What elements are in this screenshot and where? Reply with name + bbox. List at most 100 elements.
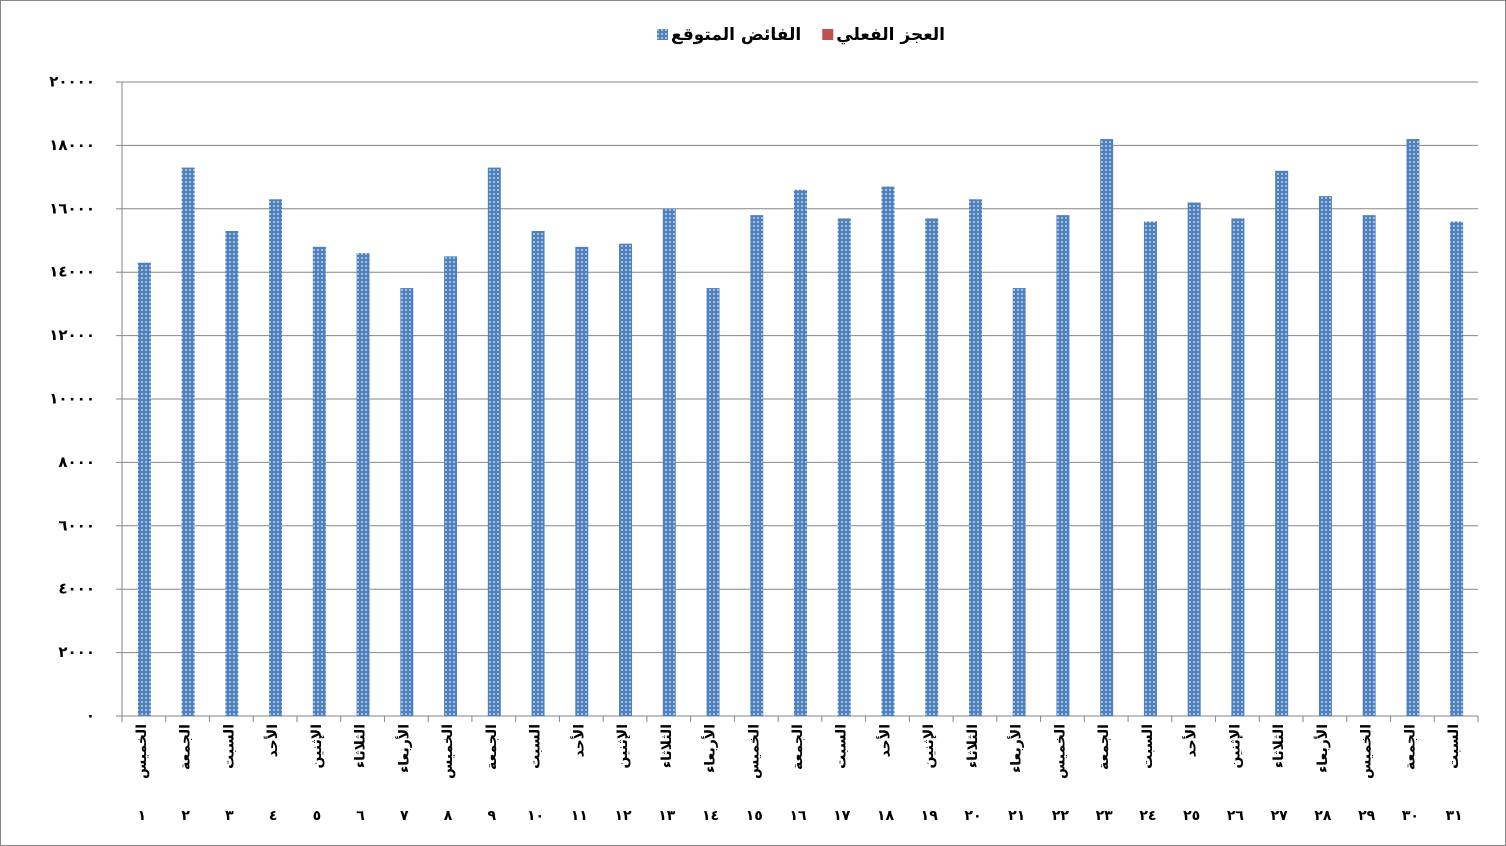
bar (225, 230, 239, 717)
day-number: ١٥ (746, 808, 763, 824)
bar (1012, 288, 1026, 716)
bar (1362, 215, 1376, 716)
bar (794, 189, 807, 716)
bar (750, 215, 764, 716)
bar (1056, 215, 1070, 716)
day-number: ٢٠ (964, 808, 981, 824)
x-tick-label: الإثنين (615, 724, 631, 769)
y-tick-label: ٢٠٠٠ (58, 643, 95, 661)
y-tick-label: ٨٠٠٠ (58, 453, 95, 471)
day-number: ٩ (488, 808, 497, 824)
x-tick-label: الأربعاء (395, 724, 412, 773)
x-tick-label: الأحد (1183, 724, 1200, 757)
x-tick-label: السبت (834, 724, 850, 769)
day-number: ٢٣ (1096, 808, 1114, 824)
y-tick-label: ١٢٠٠٠ (49, 326, 95, 344)
bar (1187, 202, 1201, 716)
bar (662, 208, 676, 717)
x-tick-label: الجمعة (178, 724, 194, 770)
day-number: ١ (138, 808, 147, 824)
bar (137, 262, 151, 716)
bar (968, 199, 982, 717)
x-tick-label: الخميس (440, 724, 456, 779)
legend-label: الفائض المتوقع (671, 25, 801, 45)
x-tick-label: الأحد (876, 724, 893, 757)
bar (1100, 139, 1114, 716)
bar (881, 186, 895, 717)
x-tick-label: الثلاثاء (1271, 724, 1287, 768)
day-number: ١٣ (658, 808, 676, 824)
x-tick-label: الخميس (1359, 724, 1375, 779)
day-number: ٦ (356, 808, 365, 824)
day-number: ١٧ (833, 808, 851, 824)
bar (1231, 218, 1245, 716)
bar (837, 218, 851, 716)
x-tick-label: الثلاثاء (659, 724, 675, 768)
day-number: ١٨ (877, 808, 895, 824)
day-number: ٢٥ (1183, 808, 1200, 824)
bar (269, 199, 283, 717)
day-number: ٢٢ (1052, 808, 1070, 824)
y-tick-label: ١٠٠٠٠ (49, 390, 95, 408)
bar (487, 167, 501, 717)
x-tick-label: الأربعاء (1008, 724, 1025, 773)
y-tick-label: ١٦٠٠٠ (49, 199, 95, 217)
x-tick-label: الأربعاء (1314, 724, 1331, 773)
x-tick-label: الأربعاء (702, 724, 719, 773)
day-number: ١٠ (527, 808, 544, 824)
x-tick-label: السبت (1140, 724, 1156, 769)
day-number: ١٢ (614, 808, 632, 824)
y-tick-label: ٢٠٠٠٠ (49, 73, 95, 91)
x-tick-label: السبت (221, 724, 237, 769)
x-tick-label: الخميس (1052, 724, 1068, 779)
x-tick-label: السبت (528, 724, 544, 769)
x-tick-label: الأحد (264, 724, 281, 757)
bar (619, 243, 633, 717)
x-tick-label: الخميس (746, 724, 762, 779)
legend-swatch (822, 29, 834, 40)
y-tick-label: ١٤٠٠٠ (49, 263, 95, 281)
x-tick-label: السبت (1446, 724, 1462, 769)
day-number: ٣٠ (1402, 808, 1419, 824)
bar (312, 246, 326, 716)
x-tick-label: الجمعة (484, 724, 500, 770)
x-tick-label: الإثنين (309, 724, 325, 769)
x-tick-label: الجمعة (1096, 724, 1112, 770)
x-tick-label: الإثنين (1227, 724, 1243, 769)
day-number: ١٦ (789, 808, 807, 824)
bar (925, 218, 939, 716)
y-tick-label: ٦٠٠٠ (58, 516, 95, 534)
x-tick-label: الجمعة (1402, 724, 1418, 770)
day-number: ٢٩ (1358, 808, 1376, 824)
bar (181, 167, 195, 717)
bar (1275, 170, 1289, 716)
bar (356, 253, 370, 716)
day-number: ٣ (225, 808, 234, 824)
bar (706, 288, 720, 716)
bar (531, 230, 545, 717)
y-tick-label: ٤٠٠٠ (58, 580, 95, 598)
day-number: ٧ (400, 808, 409, 824)
bar (1450, 221, 1464, 717)
day-number: ٢٨ (1314, 808, 1332, 824)
bar (1318, 196, 1332, 716)
day-number: ٢٦ (1227, 808, 1245, 824)
x-tick-label: الجمعة (790, 724, 806, 770)
bar (400, 288, 414, 716)
x-tick-label: الثلاثاء (353, 724, 369, 768)
day-number: ٣١ (1446, 808, 1463, 824)
day-number: ٢١ (1008, 808, 1025, 824)
day-number: ٨ (444, 808, 453, 824)
day-number: ٤ (269, 808, 278, 824)
legend-label: العجز الفعلي (836, 25, 945, 45)
legend-swatch (656, 29, 668, 40)
bar (575, 246, 589, 716)
day-number: ٢٤ (1139, 808, 1156, 824)
day-number: ٢ (181, 808, 190, 824)
bar (1143, 221, 1157, 717)
bar (444, 256, 458, 716)
day-number: ١١ (571, 808, 588, 824)
day-number: ٥ (313, 808, 322, 824)
y-tick-label: ٠ (86, 707, 95, 725)
